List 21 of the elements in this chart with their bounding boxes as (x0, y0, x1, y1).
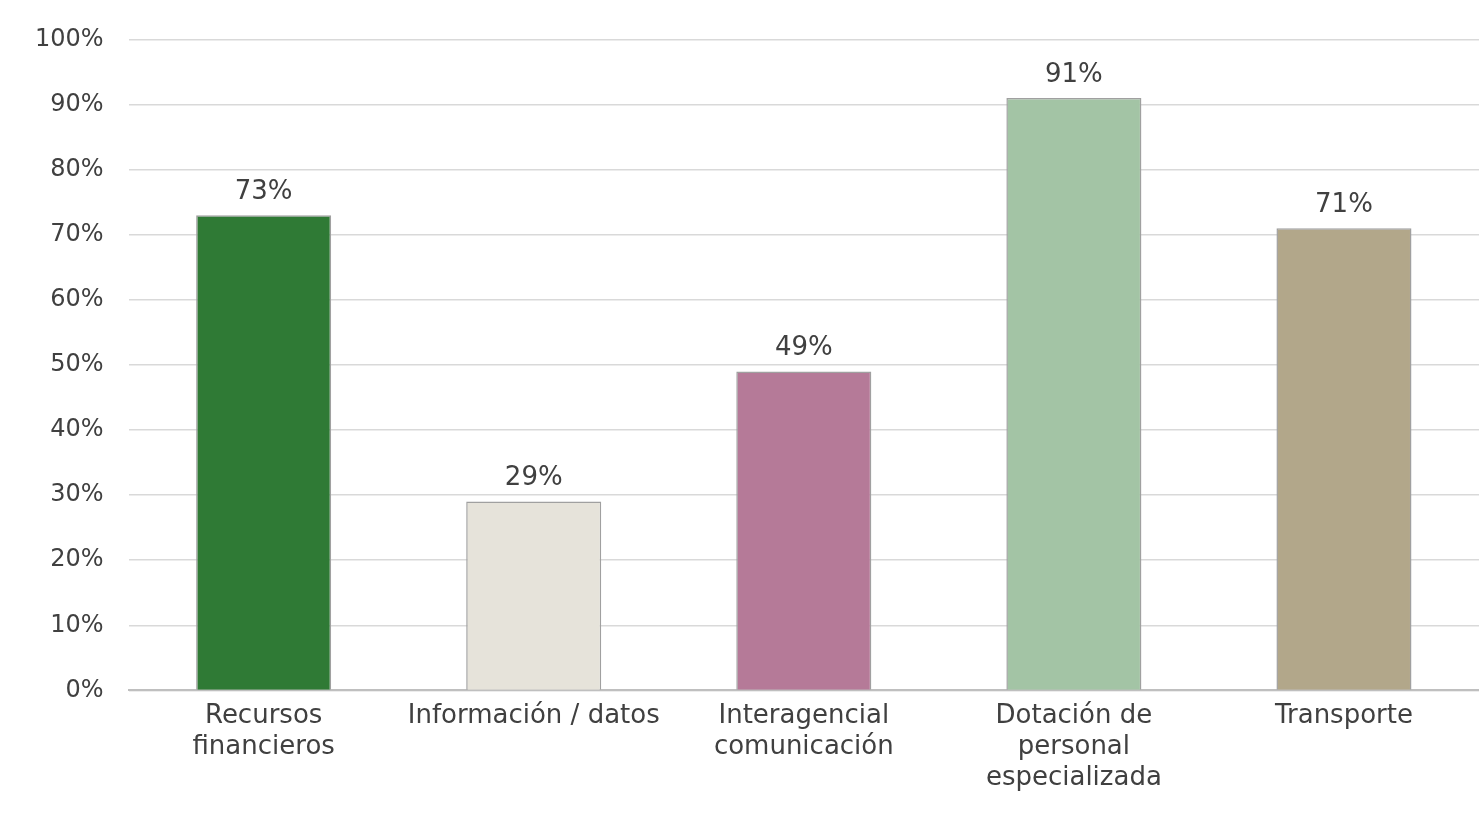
y-tick-label: 50% (50, 349, 104, 378)
x-tick-label: Interagencial comunicación (713, 698, 894, 760)
x-tick-label: Recursos financieros (192, 698, 335, 760)
y-tick-label: 20% (50, 544, 104, 573)
data-label: 49% (774, 331, 833, 362)
data-label: 91% (1044, 57, 1103, 88)
y-tick-label: 10% (50, 609, 104, 638)
y-tick-label: 60% (50, 284, 104, 313)
data-label: 71% (1315, 187, 1373, 218)
y-tick-label: 40% (50, 414, 104, 443)
x-tick-label: Información / datos (407, 698, 660, 729)
y-tick-label: 0% (65, 674, 104, 703)
x-tick-label: Transporte (1273, 698, 1413, 729)
y-tick-label: 90% (50, 88, 104, 117)
y-tick-label: 30% (50, 479, 104, 508)
y-tick-label: 70% (50, 218, 104, 247)
x-tick-label: Dotación de personal especializada (985, 698, 1162, 792)
y-tick-label: 100% (34, 23, 104, 52)
data-label: 73% (234, 174, 293, 205)
data-label: 29% (504, 461, 563, 492)
y-tick-label: 80% (50, 153, 104, 182)
